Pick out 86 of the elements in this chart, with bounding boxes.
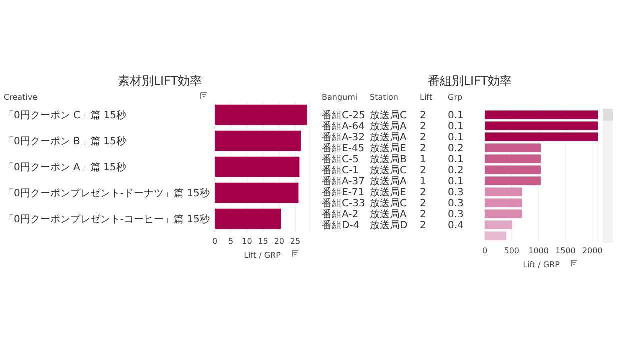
data-label: 2 [420,144,426,154]
y-tick-label: 番組A-64 [322,120,365,132]
y2-tick-label: 放送局E [370,186,406,198]
y2-tick-label: 放送局C [370,198,407,210]
bar [485,132,598,142]
bar [485,176,541,186]
x-tick-label: Grp [448,93,463,102]
bar [485,144,541,152]
data-label: 2 [420,132,426,144]
x-tick-label: 10 [242,237,252,246]
y-tick-label: 番組A-32 [322,132,365,144]
x-tick-label: 0 [482,246,488,256]
y-tick-label: 番組C-25 [322,110,366,122]
y2-tick-label: 放送局A [370,208,407,220]
y-tick-label: 「0円クーポンプレゼント-ドーナツ」篇 15秒 [4,188,210,200]
y-tick-label: 番組E-71 [322,186,365,198]
data-label: 2 [420,198,426,210]
y2-tick-label: 放送局E [370,142,406,154]
bar [215,208,282,230]
x-tick-label: 2000 [582,246,603,256]
y2-tick-label: 放送局B [370,154,407,166]
bar [485,166,541,174]
x-tick-label: 500 [504,246,520,256]
bar [485,154,541,164]
data-label: 0.1 [448,110,464,122]
data-label: 0.2 [448,144,464,154]
bar [485,210,522,218]
data-label: 1 [420,176,426,188]
x-tick-label: 15 [258,237,268,246]
data-label: 0.1 [448,122,464,132]
x-tick-label: 25 [290,237,301,246]
data-label: 0.4 [448,220,464,232]
y2-tick-label: 放送局C [370,110,407,122]
data-label: 0.3 [448,198,464,210]
data-label: 0.3 [448,188,464,198]
data-label: 0.2 [448,166,464,176]
x-tick-label: 5 [228,237,234,246]
y-tick-label: 番組C-33 [322,198,366,210]
data-label: 2 [420,122,426,132]
bar [485,220,512,230]
x-tick-label: 20 [274,237,284,246]
data-label: 2 [420,210,426,220]
y2-tick-label: 放送局D [370,220,408,232]
y2-tick-label: 放送局A [370,132,407,144]
x-axis-title: Lift / GRP [523,260,560,270]
bar [485,232,507,240]
bar [215,104,308,126]
data-label: 2 [420,110,426,122]
data-label: 1 [420,154,426,166]
bar [485,110,598,120]
bar [485,188,522,196]
chart-title: 素材別LIFT効率 [118,74,202,88]
x-axis-title: Lift / GRP [244,251,282,260]
x-tick-label: 1000 [528,246,549,256]
data-label: 0.1 [448,176,464,188]
y-tick-label: 「0円クーポン A」篇 15秒 [4,162,126,174]
y-tick-label: 番組A-2 [322,208,359,220]
y-tick-label: 番組C-1 [322,164,359,176]
bar [215,130,301,152]
bar [215,182,299,204]
y-axis-title: Creative [4,93,38,102]
x-tick-label: Lift [420,93,432,102]
y2-tick-label: 放送局A [370,176,407,188]
y-tick-label: 番組E-45 [322,142,365,154]
y-tick-label: 「0円クーポン B」篇 15秒 [4,136,126,148]
bar [485,122,598,130]
data-label: 0.1 [448,132,464,144]
y2-tick-label: 放送局A [370,120,407,132]
data-label: 0.1 [448,154,464,166]
bar [485,198,522,208]
chart-title: 番組別LIFT効率 [428,74,512,88]
y-tick-label: 「0円クーポン C」篇 15秒 [4,110,126,122]
y2-axis-title: Station [370,93,398,102]
y2-tick-label: 放送局C [370,164,407,176]
y-tick-label: 番組C-5 [322,154,359,166]
y-tick-label: 「0円クーポンプレゼント-コーヒー」篇 15秒 [4,214,210,226]
data-label: 0.3 [448,210,464,220]
data-label: 2 [420,220,426,232]
bar [215,156,300,178]
data-label: 2 [420,188,426,198]
y-tick-label: 番組D-4 [322,220,360,232]
y-axis-title: Bangumi [322,93,358,102]
data-label: 2 [420,166,426,176]
y-tick-label: 番組A-37 [322,176,365,188]
x-tick-label: 1500 [556,246,576,256]
x-tick-label: 0 [212,237,218,246]
